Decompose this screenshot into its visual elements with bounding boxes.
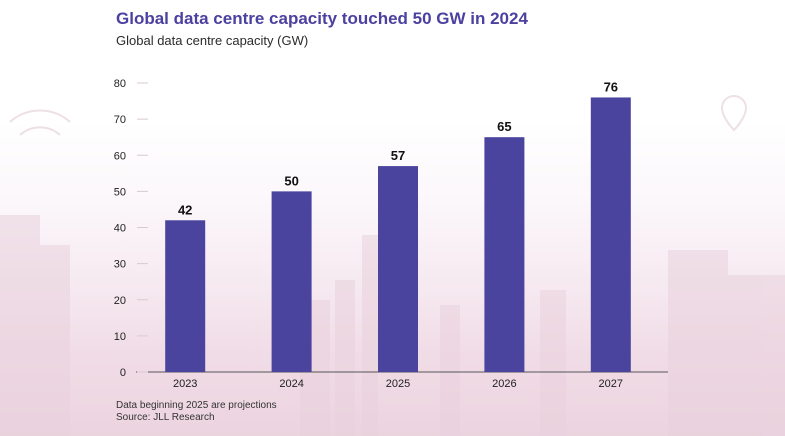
bar-2024 xyxy=(271,191,312,372)
data-label-2026: 65 xyxy=(497,119,511,134)
y-tick-label: 40 xyxy=(114,223,126,235)
bar-2025 xyxy=(378,166,418,372)
chart-title: Global data centre capacity touched 50 G… xyxy=(116,9,528,28)
source-note: Source: JLL Research xyxy=(116,412,215,423)
y-tick-label: 20 xyxy=(114,295,126,307)
chart-subtitle: Global data centre capacity (GW) xyxy=(116,33,309,48)
data-label-2025: 57 xyxy=(391,148,405,163)
y-tick-label: 80 xyxy=(114,78,126,90)
chart-notes: Data beginning 2025 are projections Sour… xyxy=(116,400,277,424)
x-tick-label-2027: 2027 xyxy=(599,378,623,390)
data-label-2027: 76 xyxy=(604,79,618,94)
y-tick-label: 30 xyxy=(114,259,126,271)
y-tick-label: 70 xyxy=(114,114,126,126)
bar-2026 xyxy=(484,137,525,372)
data-label-2024: 50 xyxy=(284,173,298,188)
x-tick-label-2025: 2025 xyxy=(386,378,410,390)
x-tick-label-2024: 2024 xyxy=(279,378,303,390)
bar-2023 xyxy=(165,220,206,372)
y-tick-label: 0 xyxy=(120,367,126,379)
data-label-2023: 42 xyxy=(178,202,192,217)
y-tick-label: 60 xyxy=(114,150,126,162)
x-tick-label-2026: 2026 xyxy=(492,378,516,390)
x-tick-label-2023: 2023 xyxy=(173,378,197,390)
bar-2027 xyxy=(590,97,631,372)
projection-footnote: Data beginning 2025 are projections xyxy=(116,400,277,411)
y-tick-label: 50 xyxy=(114,186,126,198)
y-tick-label: 10 xyxy=(114,331,126,343)
